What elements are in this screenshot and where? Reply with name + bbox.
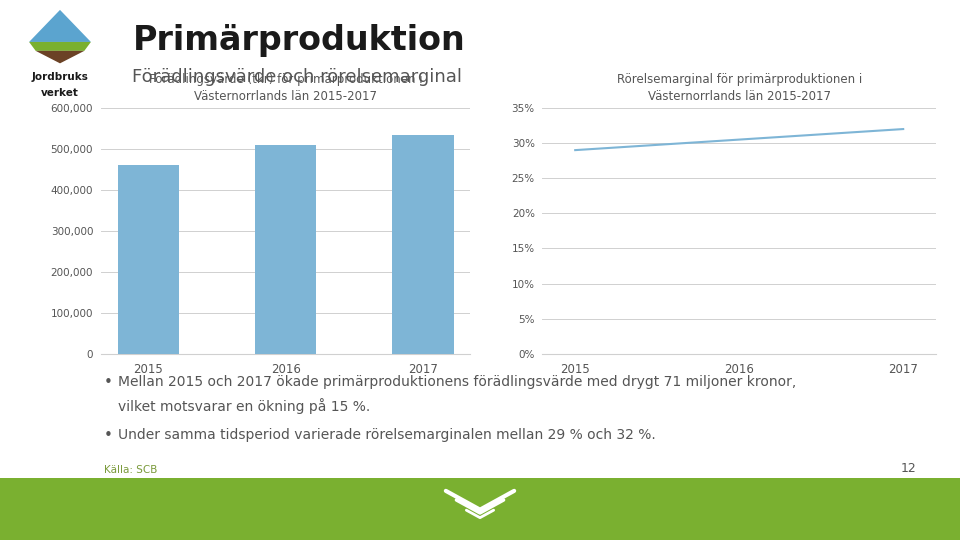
Bar [392, 136, 453, 354]
Text: Mellan 2015 och 2017 ökade primärproduktionens förädlingsvärde med drygt 71 milj: Mellan 2015 och 2017 ökade primärprodukt… [118, 375, 797, 389]
Polygon shape [36, 51, 84, 63]
Polygon shape [29, 10, 91, 42]
Text: Under samma tidsperiod varierade rörelsemarginalen mellan 29 % och 32 %.: Under samma tidsperiod varierade rörelse… [118, 428, 656, 442]
Text: 12: 12 [901, 462, 917, 475]
Text: Primärproduktion: Primärproduktion [132, 24, 466, 57]
Text: Förädlingsvärde och rörelsemarginal: Förädlingsvärde och rörelsemarginal [132, 68, 463, 85]
Bar [118, 165, 180, 354]
Title: Rörelsemarginal för primärproduktionen i
Västernorrlands län 2015-2017: Rörelsemarginal för primärproduktionen i… [616, 73, 862, 103]
Text: Jordbruks: Jordbruks [32, 72, 88, 82]
Text: •: • [104, 375, 112, 390]
Text: vilket motsvarar en ökning på 15 %.: vilket motsvarar en ökning på 15 %. [118, 399, 371, 415]
Title: Förädlingsvärde (tkr) för primärproduktionen i
Västernorrlands län 2015-2017: Förädlingsvärde (tkr) för primärprodukti… [149, 73, 422, 103]
Text: verket: verket [41, 88, 79, 98]
Polygon shape [29, 42, 91, 51]
Bar [254, 145, 317, 354]
Text: Källa: SCB: Källa: SCB [104, 465, 157, 475]
Text: •: • [104, 428, 112, 443]
